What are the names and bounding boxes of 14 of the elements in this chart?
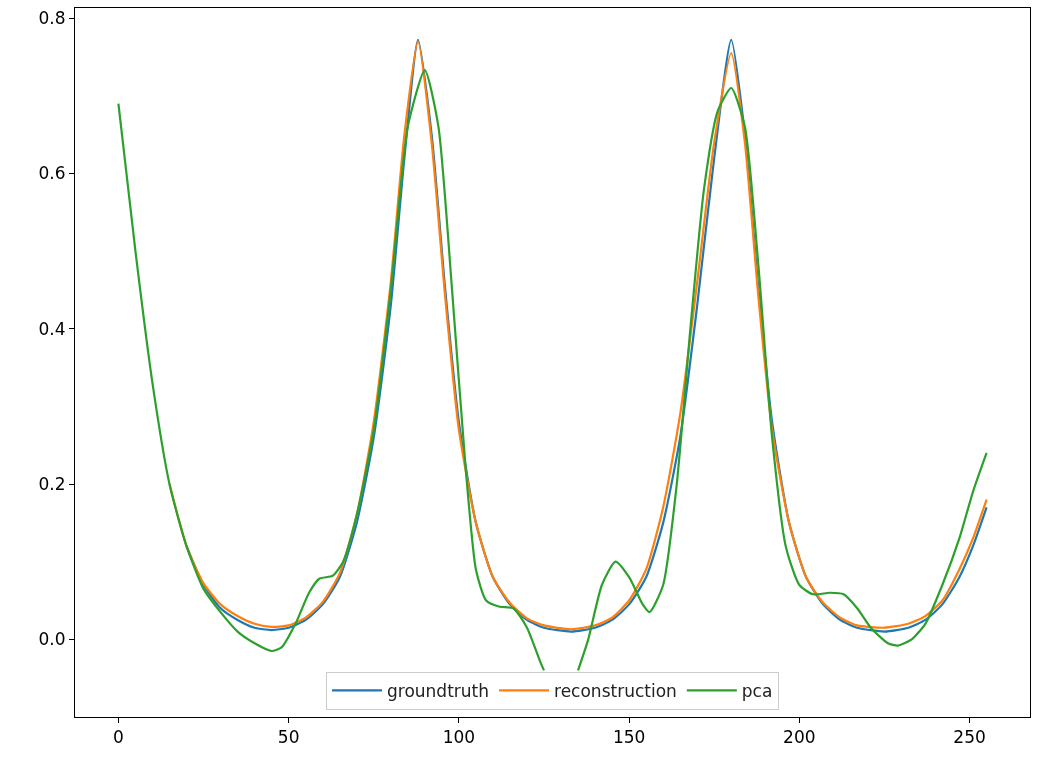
legend-label: reconstruction bbox=[554, 681, 677, 702]
y-tick-label: 0.0 bbox=[38, 629, 66, 650]
y-tick-label: 0.2 bbox=[38, 473, 66, 494]
x-tick-label: 200 bbox=[783, 727, 816, 748]
y-tick-label: 0.6 bbox=[38, 163, 66, 184]
x-tick-label: 50 bbox=[277, 727, 300, 748]
x-tick-label: 100 bbox=[442, 727, 476, 748]
x-tick-label: 0 bbox=[113, 727, 124, 748]
legend-label: pca bbox=[741, 681, 773, 702]
legend-label: groundtruth bbox=[387, 681, 490, 702]
y-tick-label: 0.4 bbox=[38, 318, 66, 339]
y-tick-label: 0.8 bbox=[38, 8, 66, 29]
x-tick-label: 150 bbox=[612, 727, 646, 748]
x-tick-label: 250 bbox=[953, 727, 986, 748]
